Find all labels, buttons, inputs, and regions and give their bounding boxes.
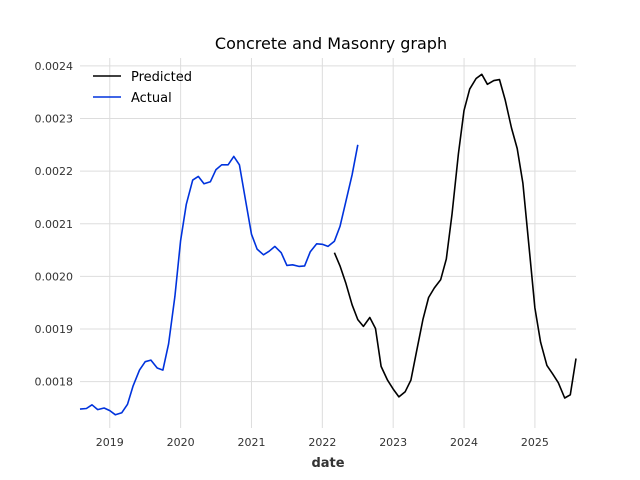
grid <box>80 58 576 428</box>
chart-title: Concrete and Masonry graph <box>215 34 447 53</box>
series-lines <box>79 73 577 416</box>
series-line-actual <box>79 144 359 416</box>
y-axis: 0.0018 0.0019 0.0020 0.0021 0.0022 0.0023 0.00… <box>35 60 74 389</box>
y-tick-label: 0.0023 <box>35 113 74 126</box>
x-tick-label: 2021 <box>237 436 265 449</box>
x-tick-label: 2025 <box>521 436 549 449</box>
x-tick-label: 2022 <box>308 436 336 449</box>
x-axis: 2019 2020 2021 2022 2023 2024 2025 <box>96 436 549 449</box>
x-tick-label: 2019 <box>96 436 124 449</box>
x-axis-label: date <box>311 456 344 471</box>
y-tick-label: 0.0018 <box>35 376 74 389</box>
y-tick-label: 0.0022 <box>35 165 74 178</box>
legend: Predicted Actual <box>93 70 192 106</box>
series-line-predicted <box>333 73 577 399</box>
legend-label-actual: Actual <box>131 91 172 106</box>
legend-label-predicted: Predicted <box>131 70 192 85</box>
y-tick-label: 0.0020 <box>35 270 74 283</box>
x-tick-label: 2023 <box>379 436 407 449</box>
x-tick-label: 2024 <box>450 436 478 449</box>
y-tick-label: 0.0024 <box>35 60 74 73</box>
y-tick-label: 0.0019 <box>35 323 74 336</box>
y-tick-label: 0.0021 <box>35 218 74 231</box>
x-tick-label: 2020 <box>167 436 195 449</box>
